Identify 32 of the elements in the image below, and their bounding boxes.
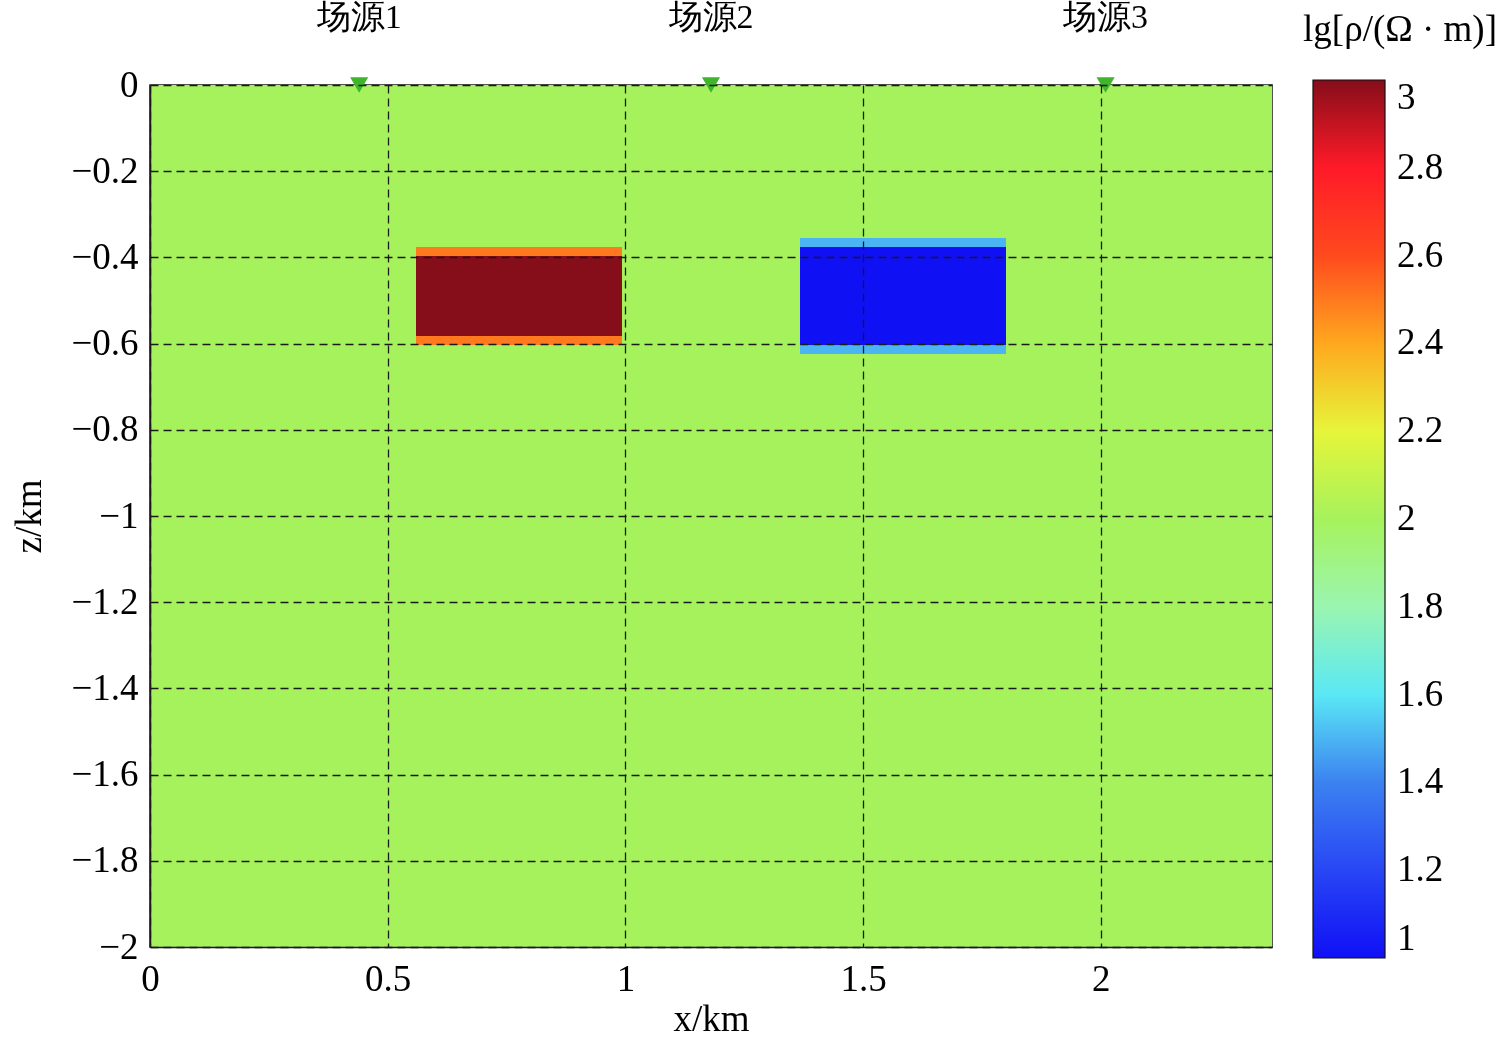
data-label: 场源1 [315,0,402,35]
color-bar-label: 3 [1397,76,1416,117]
y-tick-label: −1.8 [71,839,139,881]
color-bar-label: 1 [1397,917,1416,958]
y-axis-title: z/km [8,479,50,554]
color-bar-label: 1.2 [1397,848,1444,890]
color-bar-label: 2.8 [1397,145,1444,187]
x-tick-label: 1.5 [840,957,887,999]
y-tick-label: −0.2 [71,149,139,191]
color-bar-title: lg[ρ/(Ω · m)] [1303,8,1497,50]
color-bar-label: 2.6 [1397,233,1444,275]
color-bar-label: 2.2 [1397,409,1444,451]
data-label: 场源3 [1062,0,1149,35]
y-tick-label: −0.4 [71,235,139,277]
y-tick-label: −1.4 [71,666,139,708]
x-tick-label: 1 [616,957,636,999]
data-label: 场源2 [667,0,754,35]
y-tick-label: −0.6 [71,322,139,364]
x-tick-label: 2 [1092,957,1111,999]
color-bar-label: 2.4 [1397,321,1444,363]
color-bar-label: 1.6 [1397,672,1444,714]
y-tick-label: −0.8 [71,408,139,450]
color-bar-label: 1.8 [1397,584,1444,626]
color-bar-label: 2 [1397,497,1416,538]
y-tick-label: −2 [99,925,139,967]
x-tick-label: 0.5 [365,957,412,999]
y-tick-label: −1.2 [71,580,139,622]
y-tick-label: −1 [99,494,139,536]
color-bar-label: 1.4 [1397,760,1444,802]
y-tick-label: 0 [120,63,139,105]
y-tick-label: −1.6 [71,753,139,795]
x-axis-title: x/km [673,997,750,1039]
